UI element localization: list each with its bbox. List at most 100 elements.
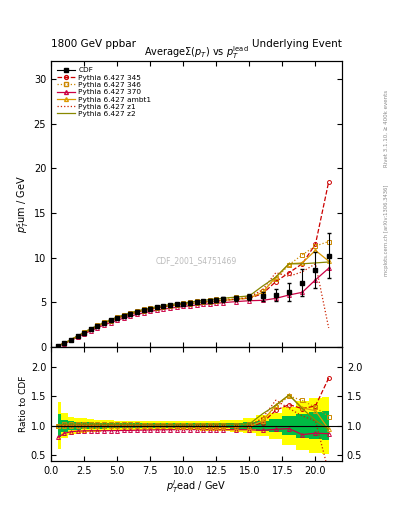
Pythia 6.427 345 (135, 309, 140, 315)
Pythia 6.427 370 (201, 302, 206, 308)
Pythia 6.427 370 (181, 304, 185, 310)
Pythia 6.427 z2 (286, 261, 291, 267)
Pythia 6.427 346 (300, 252, 305, 258)
Pythia 6.427 370 (286, 292, 291, 298)
Pythia 6.427 z1 (300, 269, 305, 275)
Pythia 6.427 z2 (95, 323, 100, 329)
Pythia 6.427 370 (194, 302, 199, 308)
Pythia 6.427 z1 (128, 311, 133, 317)
Pythia 6.427 ambt1 (286, 261, 291, 267)
Pythia 6.427 345 (82, 330, 86, 336)
Pythia 6.427 346 (68, 336, 73, 343)
Line: Pythia 6.427 370: Pythia 6.427 370 (56, 266, 331, 348)
Pythia 6.427 345 (181, 301, 185, 307)
Pythia 6.427 370 (75, 334, 80, 340)
Pythia 6.427 ambt1 (121, 313, 126, 319)
Pythia 6.427 370 (247, 297, 252, 304)
Pythia 6.427 z1 (326, 325, 331, 331)
Pythia 6.427 345 (141, 307, 146, 313)
Pythia 6.427 370 (68, 337, 73, 344)
Pythia 6.427 370 (274, 295, 278, 302)
Pythia 6.427 346 (194, 298, 199, 305)
Pythia 6.427 ambt1 (194, 300, 199, 306)
Pythia 6.427 370 (313, 277, 318, 283)
Pythia 6.427 ambt1 (260, 289, 265, 295)
Pythia 6.427 z1 (220, 297, 225, 304)
Pythia 6.427 345 (260, 291, 265, 297)
Pythia 6.427 z2 (128, 310, 133, 316)
Pythia 6.427 370 (234, 298, 239, 305)
Pythia 6.427 346 (75, 333, 80, 339)
Pythia 6.427 z2 (208, 296, 212, 303)
Pythia 6.427 ambt1 (88, 326, 93, 332)
Pythia 6.427 z2 (62, 340, 67, 346)
Pythia 6.427 z2 (214, 296, 219, 302)
Pythia 6.427 z1 (174, 302, 179, 308)
Pythia 6.427 ambt1 (300, 260, 305, 266)
Pythia 6.427 z1 (135, 309, 140, 315)
Pythia 6.427 z2 (220, 295, 225, 302)
Pythia 6.427 345 (174, 302, 179, 308)
Pythia 6.427 z1 (121, 313, 126, 319)
Pythia 6.427 370 (260, 297, 265, 304)
Pythia 6.427 z1 (108, 317, 113, 324)
Pythia 6.427 z2 (102, 319, 107, 326)
Pythia 6.427 345 (75, 333, 80, 339)
Y-axis label: $p_T^s{\rm um}$ / GeV: $p_T^s{\rm um}$ / GeV (16, 175, 31, 233)
Pythia 6.427 z1 (234, 296, 239, 302)
Pythia 6.427 z2 (300, 261, 305, 267)
Pythia 6.427 z2 (55, 343, 60, 349)
Pythia 6.427 z1 (286, 273, 291, 280)
Pythia 6.427 345 (148, 306, 152, 312)
Pythia 6.427 ambt1 (68, 337, 73, 343)
Pythia 6.427 ambt1 (62, 340, 67, 347)
Pythia 6.427 ambt1 (220, 297, 225, 304)
Pythia 6.427 z1 (194, 300, 199, 306)
Pythia 6.427 346 (148, 305, 152, 311)
Pythia 6.427 z1 (68, 337, 73, 343)
Title: Average$\Sigma(p_T)$ vs $p_T^{\rm lead}$: Average$\Sigma(p_T)$ vs $p_T^{\rm lead}$ (144, 45, 249, 61)
Pythia 6.427 z1 (141, 307, 146, 313)
Pythia 6.427 346 (247, 293, 252, 300)
Pythia 6.427 345 (313, 241, 318, 247)
Pythia 6.427 z2 (201, 297, 206, 304)
Pythia 6.427 345 (274, 279, 278, 285)
Pythia 6.427 ambt1 (128, 311, 133, 317)
Pythia 6.427 ambt1 (201, 299, 206, 305)
Pythia 6.427 z2 (194, 298, 199, 304)
Pythia 6.427 370 (300, 289, 305, 295)
Pythia 6.427 346 (88, 326, 93, 332)
Pythia 6.427 z1 (313, 261, 318, 267)
Pythia 6.427 z2 (135, 308, 140, 314)
Pythia 6.427 ambt1 (187, 301, 192, 307)
Pythia 6.427 z1 (82, 330, 86, 336)
Pythia 6.427 z2 (326, 259, 331, 265)
Pythia 6.427 370 (326, 265, 331, 271)
Pythia 6.427 345 (300, 261, 305, 267)
Pythia 6.427 z2 (234, 294, 239, 300)
Pythia 6.427 370 (102, 322, 107, 328)
Pythia 6.427 ambt1 (55, 343, 60, 349)
Pythia 6.427 345 (62, 340, 67, 347)
Pythia 6.427 z1 (214, 298, 219, 304)
Pythia 6.427 370 (141, 310, 146, 316)
Pythia 6.427 346 (286, 262, 291, 268)
Pythia 6.427 346 (181, 300, 185, 306)
Pythia 6.427 346 (128, 310, 133, 316)
Pythia 6.427 z2 (168, 302, 173, 308)
Pythia 6.427 370 (121, 315, 126, 321)
Pythia 6.427 z2 (187, 299, 192, 305)
Pythia 6.427 370 (161, 306, 166, 312)
Pythia 6.427 370 (108, 319, 113, 326)
Pythia 6.427 370 (82, 331, 86, 337)
Pythia 6.427 345 (214, 298, 219, 304)
Pythia 6.427 345 (161, 304, 166, 310)
Pythia 6.427 z1 (115, 315, 119, 321)
Pythia 6.427 z1 (208, 298, 212, 305)
Pythia 6.427 z1 (102, 320, 107, 326)
Pythia 6.427 345 (68, 337, 73, 343)
Pythia 6.427 346 (220, 295, 225, 302)
Pythia 6.427 z2 (141, 306, 146, 312)
Line: Pythia 6.427 346: Pythia 6.427 346 (56, 240, 331, 348)
Pythia 6.427 370 (174, 304, 179, 310)
